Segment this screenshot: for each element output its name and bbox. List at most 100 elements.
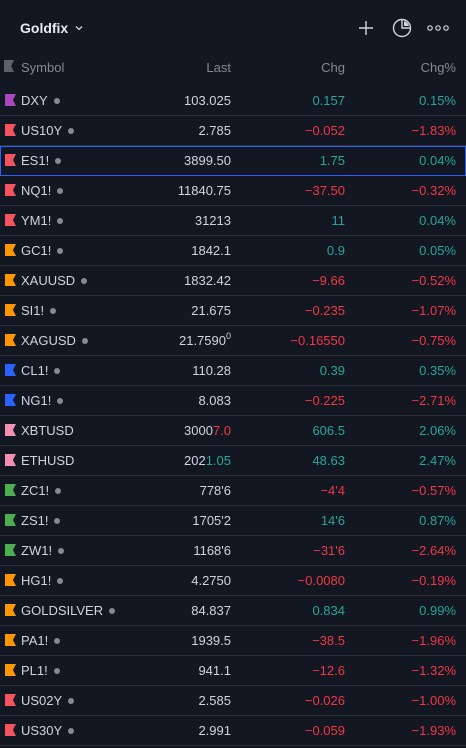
table-row[interactable]: ZW1! 1168'6 −31'6 −2.64% <box>0 536 466 566</box>
watchlist-title-dropdown[interactable]: Goldfix <box>20 20 84 36</box>
symbol-cell[interactable]: GOLDSILVER <box>21 603 116 618</box>
table-row[interactable]: ZC1! 778'6 −4'4 −0.57% <box>0 476 466 506</box>
flag-icon[interactable] <box>5 424 16 436</box>
change-percent-cell: 0.15% <box>419 93 456 108</box>
flag-icon[interactable] <box>5 454 16 466</box>
symbol-cell[interactable]: CL1! <box>21 363 61 378</box>
symbol-cell[interactable]: NG1! <box>21 393 64 408</box>
last-price-cell: 2.585 <box>198 693 231 708</box>
market-status-dot-icon <box>57 577 64 584</box>
last-price-cell: 778'6 <box>200 483 231 498</box>
more-options-button[interactable] <box>420 12 456 44</box>
symbol-cell[interactable]: XAGUSD <box>21 333 88 348</box>
change-cell: −0.026 <box>304 693 345 708</box>
table-row[interactable]: ZS1! 1705'2 14'6 0.87% <box>0 506 466 536</box>
symbol-cell[interactable]: XBTUSD <box>21 423 74 438</box>
table-row[interactable]: XBTUSD 30007.0 606.5 2.06% <box>0 416 466 446</box>
last-price: 778'6 <box>199 483 231 498</box>
flag-icon[interactable] <box>5 574 16 586</box>
table-row[interactable]: XAUUSD 1832.42 −9.66 −0.52% <box>0 266 466 296</box>
table-row[interactable]: CL1! 110.28 0.39 0.35% <box>0 356 466 386</box>
flag-icon[interactable] <box>5 304 16 316</box>
table-row[interactable]: ETHUSD 2021.05 48.63 2.47% <box>0 446 466 476</box>
symbol-cell[interactable]: DXY <box>21 93 60 108</box>
change-cell: −38.5 <box>312 633 345 648</box>
flag-icon[interactable] <box>5 394 16 406</box>
table-row[interactable]: XAGUSD 21.75900 −0.16550 −0.75% <box>0 326 466 356</box>
symbol-cell[interactable]: US02Y <box>21 693 75 708</box>
table-row[interactable]: GC1! 1842.1 0.9 0.05% <box>0 236 466 266</box>
symbol-cell[interactable]: ETHUSD <box>21 453 74 468</box>
flag-icon[interactable] <box>5 544 16 556</box>
change-percent-cell: −0.75% <box>411 333 456 348</box>
flag-icon[interactable] <box>5 664 16 676</box>
symbol-cell[interactable]: SI1! <box>21 303 57 318</box>
flag-icon[interactable] <box>5 184 16 196</box>
symbol-cell[interactable]: US30Y <box>21 723 75 738</box>
symbol-cell[interactable]: YM1! <box>21 213 64 228</box>
table-row[interactable]: PL1! 941.1 −12.6 −1.32% <box>0 656 466 686</box>
table-row[interactable]: US02Y 2.585 −0.026 −1.00% <box>0 686 466 716</box>
last-price-cell: 1168'6 <box>193 543 231 558</box>
watchlist-rows: DXY 103.025 0.157 0.15% US10Y 2.785 −0.052 −1.8… <box>0 86 466 746</box>
flag-icon[interactable] <box>5 604 16 616</box>
market-status-dot-icon <box>68 697 75 704</box>
symbol-cell[interactable]: ZC1! <box>21 483 62 498</box>
table-row[interactable]: NG1! 8.083 −0.225 −2.71% <box>0 386 466 416</box>
flag-icon[interactable] <box>5 634 16 646</box>
table-row[interactable]: DXY 103.025 0.157 0.15% <box>0 86 466 116</box>
change-percent-cell: −1.00% <box>411 693 456 708</box>
last-price-cell: 30007.0 <box>184 423 231 438</box>
column-chg-percent[interactable]: Chg% <box>420 59 456 75</box>
table-row[interactable]: YM1! 31213 11 0.04% <box>0 206 466 236</box>
advanced-view-button[interactable] <box>384 12 420 44</box>
table-row[interactable]: HG1! 4.2750 −0.0080 −0.19% <box>0 566 466 596</box>
flag-icon[interactable] <box>5 94 16 106</box>
flag-icon[interactable] <box>5 244 16 256</box>
last-price: 1842.1 <box>191 243 231 258</box>
table-row[interactable]: NQ1! 11840.75 −37.50 −0.32% <box>0 176 466 206</box>
table-row[interactable]: SI1! 21.675 −0.235 −1.07% <box>0 296 466 326</box>
symbol-cell[interactable]: ES1! <box>21 153 62 168</box>
flag-icon[interactable] <box>5 274 16 286</box>
table-row[interactable]: US10Y 2.785 −0.052 −1.83% <box>0 116 466 146</box>
column-symbol[interactable]: Symbol <box>21 59 65 75</box>
flag-icon[interactable] <box>5 484 16 496</box>
market-status-dot-icon <box>57 217 64 224</box>
flag-icon[interactable] <box>5 364 16 376</box>
change-percent-cell: 2.06% <box>419 423 456 438</box>
pie-chart-icon <box>392 18 412 38</box>
flag-icon[interactable] <box>5 694 16 706</box>
flag-icon[interactable] <box>5 214 16 226</box>
flag-icon[interactable] <box>5 514 16 526</box>
last-price: 1705'2 <box>192 513 231 528</box>
symbol-cell[interactable]: HG1! <box>21 573 64 588</box>
symbol-cell[interactable]: GC1! <box>21 243 64 258</box>
symbol-cell[interactable]: PL1! <box>21 663 60 678</box>
market-status-dot-icon <box>109 607 116 614</box>
table-row[interactable]: GOLDSILVER 84.837 0.834 0.99% <box>0 596 466 626</box>
flag-icon[interactable] <box>5 154 16 166</box>
table-row[interactable]: ES1! 3899.50 1.75 0.04% <box>0 146 466 176</box>
column-last[interactable]: Last <box>206 59 231 75</box>
change-percent-cell: 2.47% <box>419 453 456 468</box>
symbol-name: YM1! <box>21 213 52 228</box>
flag-icon[interactable] <box>4 60 14 72</box>
flag-icon[interactable] <box>5 334 16 346</box>
symbol-cell[interactable]: XAUUSD <box>21 273 88 288</box>
table-row[interactable]: PA1! 1939.5 −38.5 −1.96% <box>0 626 466 656</box>
symbol-cell[interactable]: ZW1! <box>21 543 65 558</box>
change-percent-cell: −1.07% <box>411 303 456 318</box>
table-row[interactable]: US30Y 2.991 −0.059 −1.93% <box>0 716 466 746</box>
column-chg[interactable]: Chg <box>321 59 345 75</box>
symbol-cell[interactable]: NQ1! <box>21 183 64 198</box>
flag-icon[interactable] <box>5 124 16 136</box>
symbol-cell[interactable]: PA1! <box>21 633 61 648</box>
plus-icon <box>359 21 373 35</box>
flag-icon[interactable] <box>5 724 16 736</box>
symbol-cell[interactable]: US10Y <box>21 123 75 138</box>
last-price: 3000 <box>184 423 213 438</box>
symbol-cell[interactable]: ZS1! <box>21 513 61 528</box>
change-cell: 0.9 <box>326 243 345 258</box>
add-symbol-button[interactable] <box>348 12 384 44</box>
